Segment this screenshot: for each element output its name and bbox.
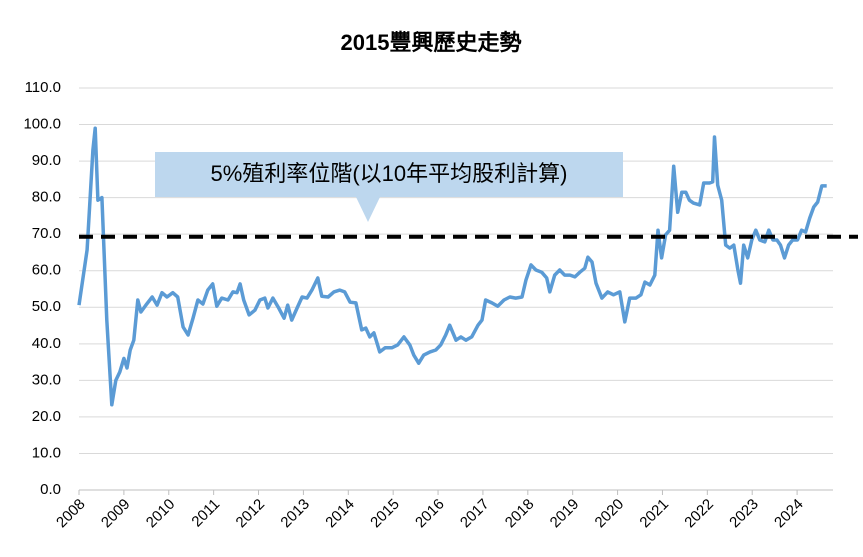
annotation: 5%殖利率位階(以10年平均股利計算) [211,161,568,186]
y-tick-label: 70.0 [32,225,61,242]
price-line [77,126,827,407]
annotation-box [155,152,623,197]
y-tick-label: 90.0 [32,152,61,169]
y-tick-label: 50.0 [32,298,61,315]
y-tick-label: 100.0 [23,116,61,133]
y-tick-label: 30.0 [32,371,61,388]
annotation-arrow [356,197,380,222]
y-tick-label: 110.0 [25,79,61,96]
y-tick-label: 80.0 [32,189,61,206]
y-tick-label: 60.0 [32,262,61,279]
y-tick-label: 40.0 [32,335,61,352]
y-tick-label: 10.0 [32,444,61,461]
chart-title: 2015豐興歷史走勢 [341,30,522,55]
y-tick-label: 20.0 [32,408,61,425]
y-tick-label: 0.0 [40,481,61,498]
